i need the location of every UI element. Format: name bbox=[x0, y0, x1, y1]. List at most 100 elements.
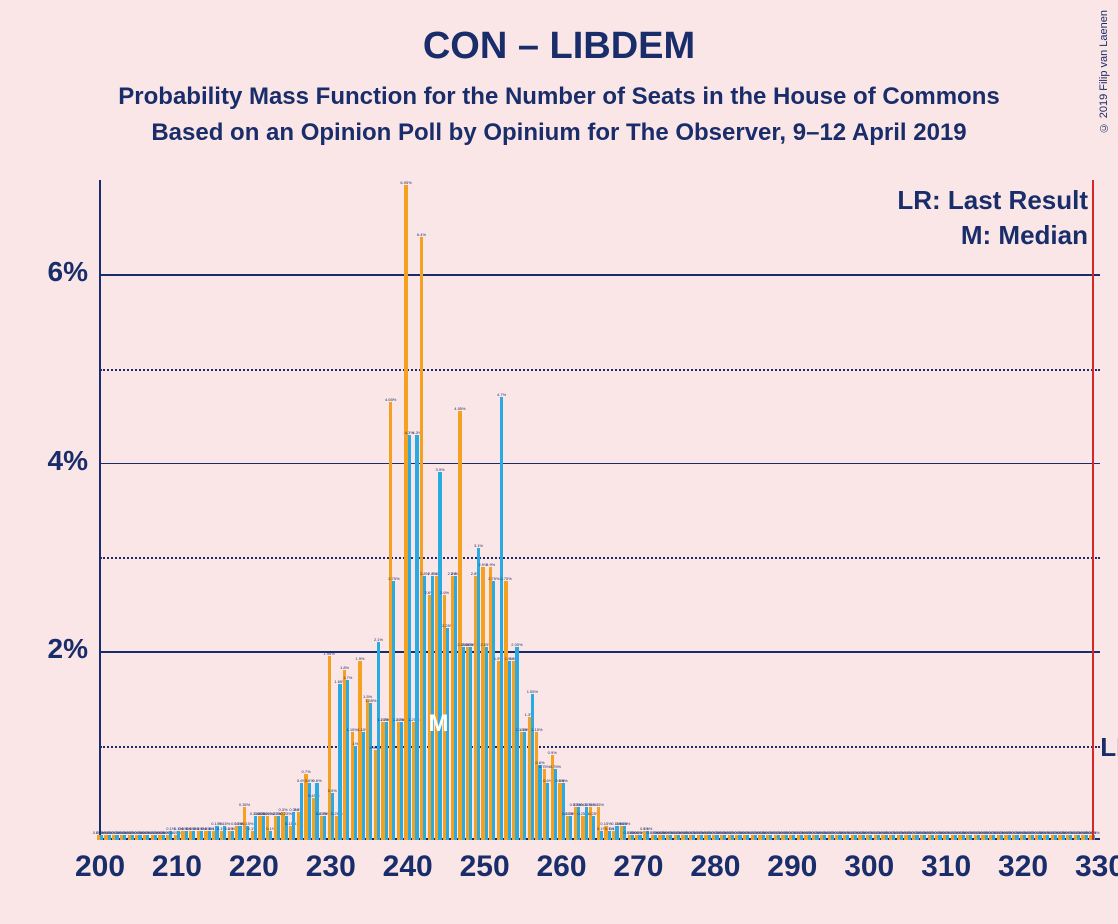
bar-series-b: 0.05% bbox=[992, 835, 995, 840]
bar-value-label: 1.95% bbox=[323, 651, 334, 656]
x-axis-label: 290 bbox=[767, 850, 817, 884]
bar-series-b: 0.05% bbox=[869, 835, 872, 840]
bar-series-b: 0.05% bbox=[962, 835, 965, 840]
x-axis-label: 300 bbox=[844, 850, 894, 884]
bar-series-b: 0.05% bbox=[708, 835, 711, 840]
bar-series-b: 0.05% bbox=[662, 835, 665, 840]
bar-series-b: 0.05% bbox=[654, 835, 657, 840]
bar-series-b: 1.25% bbox=[385, 722, 388, 840]
bar-value-label: 1.55% bbox=[527, 689, 538, 694]
bar-series-b: 0.05% bbox=[754, 835, 757, 840]
bar-series-b: 0.05% bbox=[838, 835, 841, 840]
bar-series-b: 0.05% bbox=[831, 835, 834, 840]
bar-series-b: 2.05% bbox=[515, 647, 518, 840]
bar-series-b: 0.05% bbox=[746, 835, 749, 840]
bar-series-b: 0.05% bbox=[938, 835, 941, 840]
bar-series-b: 0.05% bbox=[862, 835, 865, 840]
bar-series-b: 0.05% bbox=[715, 835, 718, 840]
bar-series-b: 0.1% bbox=[185, 831, 188, 840]
bar-series-b: 0.05% bbox=[1054, 835, 1057, 840]
bar-series-b: 0.05% bbox=[685, 835, 688, 840]
bar-series-b: 0.05% bbox=[123, 835, 126, 840]
x-axis-label: 240 bbox=[383, 850, 433, 884]
bar-series-b: 0.05% bbox=[723, 835, 726, 840]
bar-series-b: 2.75% bbox=[492, 581, 495, 840]
bar-series-b: 0.05% bbox=[138, 835, 141, 840]
bar-value-label: 1.9% bbox=[355, 656, 364, 661]
bar-value-label: 0.35% bbox=[239, 802, 250, 807]
copyright-text: © 2019 Filip van Laenen bbox=[1098, 10, 1110, 133]
bar-series-b: 0.05% bbox=[738, 835, 741, 840]
bar-series-b: 0.1% bbox=[208, 831, 211, 840]
bar-value-label: 3.9% bbox=[435, 467, 444, 472]
bar-series-b: 1.25% bbox=[400, 722, 403, 840]
bar-series-b: 0.05% bbox=[731, 835, 734, 840]
bar-series-b: 0.05% bbox=[877, 835, 880, 840]
bar-series-b: 0.25% bbox=[569, 816, 572, 840]
bar-series-b: 0.05% bbox=[969, 835, 972, 840]
bar-series-b: 4.7% bbox=[500, 397, 503, 840]
bar-series-b: 0.05% bbox=[900, 835, 903, 840]
bar-series-b: 0.05% bbox=[669, 835, 672, 840]
bar-series-b: 2.75% bbox=[392, 581, 395, 840]
bar-series-b: 0.05% bbox=[762, 835, 765, 840]
last-result-line bbox=[1092, 180, 1094, 840]
bar-series-b: 0.05% bbox=[985, 835, 988, 840]
bar-value-label: 6.4% bbox=[417, 232, 426, 237]
bar-series-b: 0.25% bbox=[592, 816, 595, 840]
x-axis-label: 320 bbox=[998, 850, 1048, 884]
bar-series-b: 3.9% bbox=[438, 472, 441, 840]
x-axis-label: 230 bbox=[306, 850, 356, 884]
bar-series-b: 0.05% bbox=[1046, 835, 1049, 840]
bar-series-b: 1.7% bbox=[346, 680, 349, 840]
bar-series-b: 0.05% bbox=[1062, 835, 1065, 840]
bar-value-label: 1.8% bbox=[340, 665, 349, 670]
bar-series-b: 3.1% bbox=[477, 548, 480, 840]
bar-series-b: 0.05% bbox=[100, 835, 103, 840]
bar-series-b: 2.1% bbox=[377, 642, 380, 840]
bar-series-b: 0.05% bbox=[908, 835, 911, 840]
bar-series-b: 2.8% bbox=[423, 576, 426, 840]
bar-series-b: 2.05% bbox=[469, 647, 472, 840]
bar-series-b: 0.05% bbox=[638, 835, 641, 840]
bar-series-b: 0.05% bbox=[1000, 835, 1003, 840]
bar-series-b: 0.05% bbox=[692, 835, 695, 840]
bar-series-b: 0.05% bbox=[1077, 835, 1080, 840]
bar-series-b: 0.05% bbox=[946, 835, 949, 840]
bar-series-b: 1.45% bbox=[369, 703, 372, 840]
bar-series-b: 0.1% bbox=[231, 831, 234, 840]
bar-series-b: 0.05% bbox=[823, 835, 826, 840]
x-axis-label: 260 bbox=[537, 850, 587, 884]
bar-value-label: 0.9% bbox=[548, 750, 557, 755]
bar-series-b: 4.3% bbox=[408, 435, 411, 840]
bar-series-b: 1.55% bbox=[531, 694, 534, 840]
x-axis-label: 200 bbox=[75, 850, 125, 884]
bar-series-b: 2.05% bbox=[485, 647, 488, 840]
bar-series-b: 0.1% bbox=[269, 831, 272, 840]
bar-series-b: 0.05% bbox=[1015, 835, 1018, 840]
x-axis-label: 270 bbox=[613, 850, 663, 884]
bar-series-b: 0.05% bbox=[146, 835, 149, 840]
bar-series-b: 0.05% bbox=[162, 835, 165, 840]
x-axis-label: 310 bbox=[921, 850, 971, 884]
chart-title: CON – LIBDEM bbox=[0, 0, 1118, 68]
bar-series-b: 0.15% bbox=[238, 826, 241, 840]
chart-plot-area: 0.05% 0.05% 0.05% 0.05% 0.05% 0.05% 0.05% 0.05%… bbox=[100, 180, 1100, 840]
bar-value-label: 0.75% bbox=[539, 764, 550, 769]
bar-series-b: 0.05% bbox=[1038, 835, 1041, 840]
bar-series-b: 0.05% bbox=[792, 835, 795, 840]
bar-series-b: 0.05% bbox=[885, 835, 888, 840]
bar-series-b: 0.05% bbox=[631, 835, 634, 840]
bar-series-b: 0.05% bbox=[892, 835, 895, 840]
chart-subtitle-1: Probability Mass Function for the Number… bbox=[0, 83, 1118, 111]
bar-series-b: 0.05% bbox=[700, 835, 703, 840]
bar-value-label: 2.75% bbox=[488, 576, 499, 581]
last-result-label: LR bbox=[1100, 732, 1118, 763]
bar-series-b: 0.05% bbox=[808, 835, 811, 840]
bar-value-label: 0.25% bbox=[281, 811, 292, 816]
bar-series-b: 0.1% bbox=[192, 831, 195, 840]
bar-series-b: 0.05% bbox=[815, 835, 818, 840]
bar-series-b: 0.05% bbox=[108, 835, 111, 840]
bar-value-label: 2.6% bbox=[440, 590, 449, 595]
bar-series-b: 2.8% bbox=[431, 576, 434, 840]
